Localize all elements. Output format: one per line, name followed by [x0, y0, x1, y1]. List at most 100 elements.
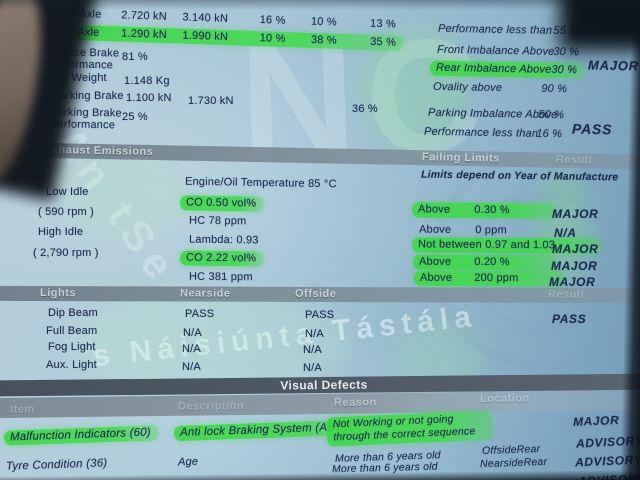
- emission-limit-row: Above 200 ppm: [413, 270, 565, 287]
- front-axle-label: Front Axle: [49, 7, 102, 21]
- defect-item: Tyre Condition (36): [5, 457, 108, 473]
- lights-header: Lights: [39, 287, 77, 300]
- emission-limit-value: 200 ppm: [474, 271, 519, 285]
- emission-limit-result: N/A: [554, 226, 577, 240]
- front-axle-pct-2: 10 %: [310, 15, 337, 29]
- light-offside-value: N/A: [303, 362, 322, 374]
- engine-oil-temperature: Engine/Oil Temperature 85 °C: [184, 175, 337, 191]
- light-result-value: PASS: [552, 312, 587, 326]
- emission-limit-result: MAJOR: [552, 207, 599, 221]
- location-column-header: Location: [479, 392, 530, 406]
- parking-brake-label: Parking Brake: [52, 90, 124, 102]
- emission-limit-label: Not between: [417, 238, 483, 251]
- light-offside-value: N/A: [305, 328, 324, 340]
- brake-limit-value: 30 %: [553, 45, 580, 59]
- defect-reason: More than 6 years old: [331, 460, 438, 476]
- emission-limit-value: 0 ppm: [475, 224, 507, 237]
- emission-limit-result: MAJOR: [549, 275, 596, 289]
- item-column-header: Item: [9, 403, 35, 416]
- light-offside-value: PASS: [305, 309, 335, 321]
- defect-reason: Not Working or not going through the cor…: [326, 410, 493, 447]
- brake-limit-result: PASS: [571, 120, 613, 138]
- brake-limit-label: Performance less than: [423, 125, 539, 140]
- high-idle-label: High Idle: [38, 226, 84, 238]
- front-axle-force-1: 2.720 kN: [121, 9, 168, 23]
- parking-brake-force-1: 1.100 kN: [126, 92, 172, 104]
- brake-limit-value: 50 %: [538, 108, 565, 122]
- parking-brake-pct: 36 %: [352, 103, 378, 115]
- defect-location: OffsideRear: [481, 442, 541, 458]
- brake-limit-label: Front Imbalance Above: [436, 43, 555, 58]
- defect-item: Malfunction Indicators (60): [3, 425, 159, 446]
- rear-axle-force-1: 1.290 kN: [121, 27, 168, 42]
- defect-description: Age: [177, 455, 199, 469]
- front-axle-pct-3: 13 %: [369, 17, 397, 31]
- emission-limit-result: MAJOR: [551, 259, 598, 273]
- front-axle-force-2: 3.140 kN: [182, 11, 229, 25]
- service-brake-performance-value: 81 %: [122, 51, 148, 63]
- defect-result: ADVISORY: [574, 452, 640, 470]
- emission-reading-lambda: Lambda: 0.93: [188, 233, 259, 247]
- light-nearside-value: N/A: [182, 343, 201, 355]
- rear-axle-pct-3: 35 %: [369, 35, 397, 49]
- emission-limit-row: Above 0 ppm: [419, 224, 507, 237]
- light-nearside-value: N/A: [183, 327, 202, 339]
- defect-result: ADVISORY: [577, 471, 640, 480]
- rear-axle-pct-2: 38 %: [310, 33, 337, 47]
- emission-limit-label: Above: [418, 223, 452, 236]
- parking-brake-force-2: 1.730 kN: [188, 95, 234, 107]
- result-header: Result: [555, 153, 593, 167]
- light-row-label: Full Beam: [46, 325, 98, 337]
- rear-axle-force-2: 1.990 kN: [182, 29, 229, 44]
- low-idle-rpm: ( 590 rpm ): [38, 206, 94, 218]
- brake-limit-row: Parking Imbalance Above 50 %: [428, 107, 564, 121]
- brake-limit-row: Ovality above 90 %: [433, 81, 567, 95]
- emission-reading-hc-low: HC 78 ppm: [188, 214, 247, 228]
- lights-result-header: Result: [547, 288, 585, 301]
- brake-limit-label: Parking Imbalance Above: [427, 106, 558, 122]
- emission-limit-label: Above: [419, 271, 453, 284]
- light-nearside-value: N/A: [182, 361, 201, 373]
- emission-reading-hc-high: HC 381 ppm: [188, 270, 253, 284]
- rear-axle-label: Rear Axle: [49, 25, 100, 39]
- brake-limit-value: 30 %: [551, 63, 578, 77]
- brake-limit-label: Rear Imbalance Above: [435, 61, 552, 76]
- emission-limit-value: 0.20 %: [474, 255, 510, 269]
- brake-limit-value: 16 %: [536, 127, 563, 141]
- rear-axle-pct-1: 10 %: [259, 32, 286, 46]
- emission-reading-co-low: CO 0.50 vol%: [179, 195, 264, 212]
- brake-limit-row: Performance less than 55 %: [438, 23, 579, 37]
- defect-result: ADVISORY: [575, 433, 640, 451]
- high-idle-rpm: ( 2,790 rpm ): [33, 247, 99, 259]
- light-row-label: Aux. Light: [46, 359, 97, 371]
- failing-limits-header: Failing Limits: [421, 151, 500, 165]
- car-weight-value: 1.148 Kg: [124, 75, 170, 87]
- emission-limit-result: MAJOR: [552, 242, 599, 256]
- offside-column-header: Offside: [294, 287, 337, 301]
- exhaust-emissions-header: Exhaust Emissions: [43, 143, 154, 159]
- brake-limit-label: Ovality above: [432, 80, 503, 95]
- emission-limit-row: Above 0.30 %: [411, 202, 556, 219]
- emission-limit-value: 0.97 and 1.03: [485, 238, 556, 252]
- brake-limit-row: Rear Imbalance Above 30 %: [429, 60, 585, 79]
- brake-limit-value: 55 %: [553, 24, 580, 38]
- car-weight-label: Car Weight: [50, 72, 107, 84]
- defect-location: NearsideRear: [479, 455, 548, 471]
- emission-limit-label: Above: [418, 255, 452, 268]
- nearside-column-header: Nearside: [179, 287, 231, 300]
- defect-result: MAJOR: [572, 412, 620, 430]
- light-row-label: Dip Beam: [48, 307, 98, 319]
- brake-limit-result: MAJOR: [587, 57, 640, 74]
- brake-limit-label: Performance less than: [437, 22, 553, 37]
- low-idle-label: Low Idle: [46, 186, 89, 198]
- lights-header-bar: Lights Nearside Offside Result: [0, 285, 640, 304]
- light-offside-value: N/A: [303, 344, 322, 356]
- parking-brake-performance-value: 25 %: [122, 111, 148, 123]
- light-row-label: Fog Light: [48, 341, 96, 353]
- reason-column-header: Reason: [333, 396, 377, 409]
- emission-limit-label: Above: [417, 203, 451, 216]
- light-nearside-value: PASS: [185, 308, 215, 320]
- brake-limit-row: Front Imbalance Above 30 %: [437, 44, 579, 58]
